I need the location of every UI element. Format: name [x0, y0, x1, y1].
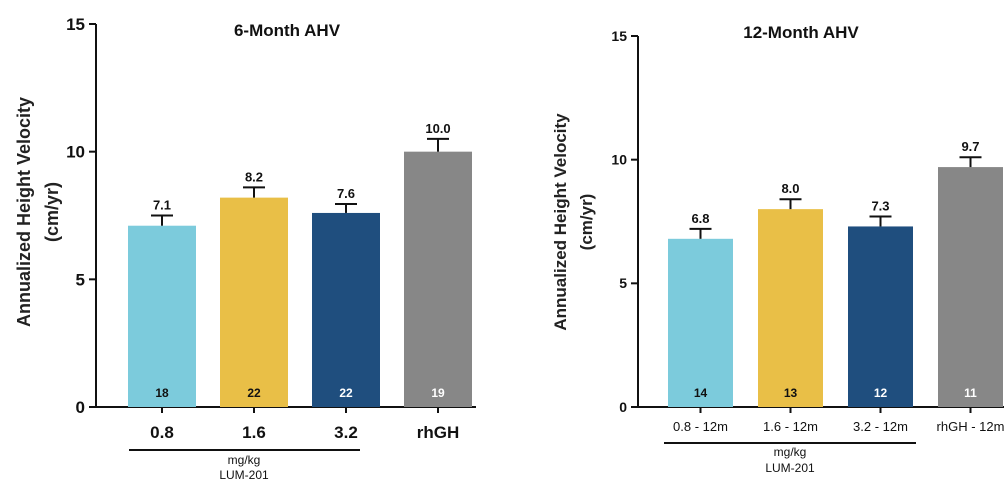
group-label-drug: LUM-201 [765, 461, 815, 475]
chart-title: 6-Month AHV [234, 21, 341, 40]
y-axis-label: Annualized Height Velocity (cm/yr) [551, 113, 596, 331]
y-tick-label: 10 [66, 143, 85, 162]
n-label: 22 [247, 386, 261, 400]
y-axis-label-line-2: (cm/yr) [42, 182, 62, 242]
y-tick-label: 10 [611, 152, 627, 168]
y-tick-label: 0 [619, 399, 627, 415]
chart-6-month: 6-Month AHV Annualized Height Velocity (cm… [14, 15, 476, 480]
x-tick-label: 3.2 [334, 423, 358, 442]
y-tick-label: 15 [66, 15, 85, 34]
bar [404, 151, 472, 407]
data-label: 7.1 [153, 198, 171, 213]
data-label: 6.8 [691, 211, 709, 226]
data-label: 8.2 [245, 169, 263, 184]
n-label: 13 [784, 386, 798, 400]
n-label: 22 [339, 386, 353, 400]
bar [312, 212, 380, 407]
y-tick-label: 5 [76, 270, 85, 289]
y-axis-label-line-1: Annualized Height Velocity [551, 113, 570, 331]
x-tick-label: 0.8 - 12m [673, 419, 728, 434]
bar [128, 225, 196, 407]
group-label-unit: mg/kg [774, 445, 807, 459]
data-label: 8.0 [781, 181, 799, 196]
bar [848, 226, 913, 407]
data-label: 7.6 [337, 186, 355, 201]
x-tick-label: 1.6 [242, 423, 266, 442]
x-tick-label: 0.8 [150, 423, 174, 442]
data-label: 9.7 [961, 139, 979, 154]
group-label-drug: LUM-201 [219, 468, 269, 480]
n-label: 14 [694, 386, 708, 400]
bar [668, 238, 733, 407]
chart-title: 12-Month AHV [743, 23, 859, 42]
y-tick-label: 15 [611, 28, 627, 44]
bar [938, 167, 1003, 407]
data-label: 7.3 [871, 199, 889, 214]
chart-12-month: 12-Month AHV Annualized Height Velocity (c… [551, 23, 1004, 475]
bar [220, 197, 288, 407]
x-tick-label: 1.6 - 12m [763, 419, 818, 434]
n-label: 18 [155, 386, 169, 400]
y-axis-label-line-1: Annualized Height Velocity [14, 97, 34, 327]
y-axis-label: Annualized Height Velocity (cm/yr) [14, 97, 62, 327]
data-label: 10.0 [425, 121, 450, 136]
y-tick-label: 5 [619, 275, 627, 291]
x-tick-label: rhGH [417, 423, 460, 442]
y-tick-label: 0 [76, 398, 85, 417]
n-label: 11 [964, 386, 977, 400]
bar [758, 209, 823, 407]
y-axis-label-line-2: (cm/yr) [577, 194, 596, 251]
n-label: 19 [431, 386, 445, 400]
x-tick-label: 3.2 - 12m [853, 419, 908, 434]
x-tick-label: rhGH - 12m [937, 419, 1004, 434]
n-label: 12 [874, 386, 888, 400]
group-label-unit: mg/kg [228, 453, 261, 467]
